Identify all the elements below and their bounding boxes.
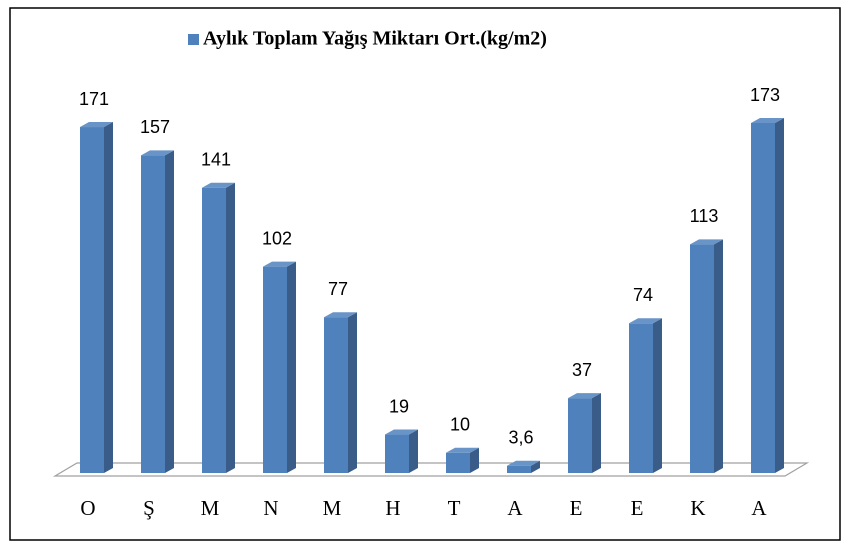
x-tick-label: A [751,496,767,520]
bar-top [202,182,235,188]
data-label: 3,6 [508,427,533,447]
legend-swatch [188,34,199,45]
x-tick-label: Ş [143,496,155,520]
bar-top [80,122,113,128]
bar-front [202,187,226,474]
bar [751,118,784,473]
bar-front [568,398,592,473]
bar [568,393,601,473]
bar-top [629,318,662,324]
bar-top [141,150,174,156]
bar-side [287,261,296,473]
x-tick-label: T [448,496,461,520]
bar [507,460,540,473]
bar-side [226,182,235,474]
data-label: 157 [140,117,170,137]
x-tick-label: E [631,496,644,520]
data-label: 77 [328,279,348,299]
bar-front [507,465,531,473]
bar-side [470,447,479,473]
x-tick-label: M [201,496,220,520]
data-label: 113 [690,206,719,226]
x-tick-label: E [570,496,583,520]
x-tick-label: K [690,496,705,520]
bar-front [141,155,165,474]
bar-top [385,429,418,435]
bar-top [568,393,601,399]
bar-side [348,312,357,473]
bar-side [714,239,723,473]
bar [385,429,418,473]
data-label: 102 [262,228,292,248]
data-label: 173 [750,85,780,105]
bar-side [165,150,174,474]
bar-front [263,266,287,473]
bar [324,312,357,473]
bar-front [446,452,470,473]
bar-side [653,318,662,473]
bar-front [629,323,653,473]
x-tick-label: A [507,496,523,520]
x-tick-label: N [263,496,278,520]
bar-top [446,447,479,453]
bar-top [263,261,296,267]
bar-top [690,239,723,245]
data-label: 74 [633,285,653,305]
bar-front [690,244,714,473]
data-label: 171 [79,89,109,109]
bar [446,447,479,473]
bar-top [507,460,540,466]
bar-side [531,460,540,473]
x-tick-label: H [385,496,400,520]
bar [80,122,113,474]
bar [141,150,174,474]
bar-side [775,118,784,473]
bar-front [751,123,775,473]
floor [52,462,810,477]
data-label: 10 [450,415,470,435]
data-label: 37 [572,360,592,380]
bar-side [104,122,113,474]
bar-side [592,393,601,473]
legend-label: Aylık Toplam Yağış Miktarı Ort.(kg/m2) [203,28,547,50]
bar [263,261,296,473]
bar-front [385,434,409,473]
data-label: 141 [201,149,231,169]
bar-top [751,118,784,123]
bar-front [80,127,104,474]
bar [629,318,662,473]
bar [202,182,235,474]
bar-front [324,317,348,473]
bar-side [409,429,418,473]
bar-top [324,312,357,318]
x-tick-label: M [323,496,342,520]
x-tick-label: O [80,496,95,520]
bar [690,239,723,473]
legend: Aylık Toplam Yağış Miktarı Ort.(kg/m2) [188,28,547,50]
data-label: 19 [389,396,409,416]
